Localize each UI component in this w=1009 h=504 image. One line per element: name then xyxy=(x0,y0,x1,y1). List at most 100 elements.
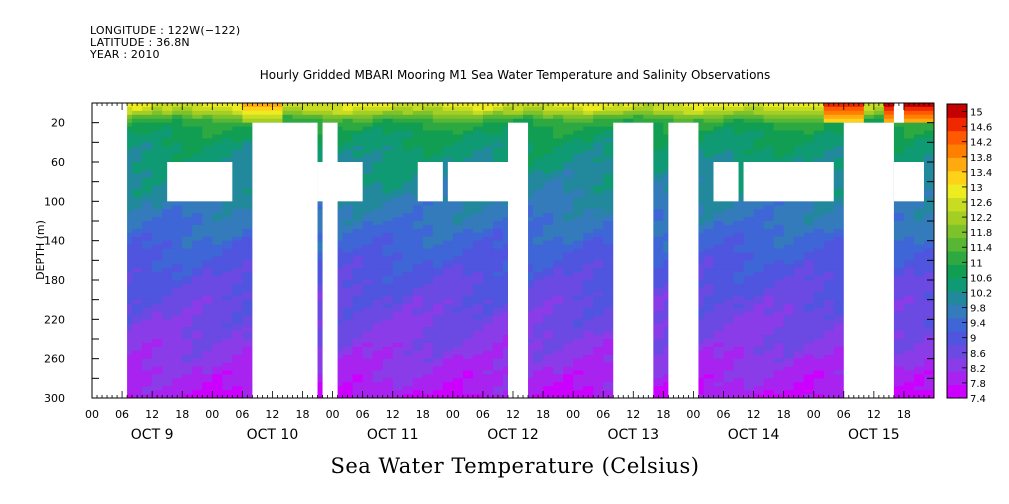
field-cell xyxy=(913,256,925,261)
field-cell xyxy=(302,106,314,112)
field-cell xyxy=(372,173,384,179)
field-cell xyxy=(472,224,484,230)
field-cell xyxy=(142,106,153,112)
field-cell xyxy=(923,224,934,230)
field-cell xyxy=(723,134,735,139)
field-cell xyxy=(222,221,233,226)
field-cell xyxy=(713,126,725,132)
field-cell xyxy=(362,319,374,324)
field-cell xyxy=(492,126,504,132)
field-cell xyxy=(593,213,604,218)
field-cell xyxy=(723,201,735,206)
field-cell xyxy=(903,158,915,163)
field-cell xyxy=(362,232,374,238)
field-cell xyxy=(172,205,183,210)
field-cell xyxy=(593,295,604,301)
field-cell xyxy=(543,236,554,242)
field-cell xyxy=(713,283,725,289)
field-cell xyxy=(703,232,715,238)
field-cell xyxy=(643,114,654,120)
field-cell xyxy=(743,118,755,124)
field-cell xyxy=(352,311,364,316)
field-cell xyxy=(482,276,494,281)
field-cell xyxy=(763,130,775,136)
field-cell xyxy=(523,252,534,257)
field-cell xyxy=(422,106,434,112)
field-cell xyxy=(482,158,494,163)
field-cell xyxy=(152,303,163,309)
field-cell xyxy=(392,209,404,214)
field-cell xyxy=(603,201,614,206)
field-cell xyxy=(793,268,805,273)
field-cell xyxy=(322,114,334,120)
field-cell xyxy=(162,110,173,116)
field-cell xyxy=(402,122,414,128)
field-cell xyxy=(773,283,785,289)
field-cell xyxy=(803,272,815,277)
field-cell xyxy=(603,252,614,257)
field-cell xyxy=(262,114,274,120)
field-cell xyxy=(743,106,755,112)
field-cell xyxy=(232,221,243,226)
field-cell xyxy=(823,319,835,324)
field-cell xyxy=(472,323,484,328)
field-cell xyxy=(372,287,384,293)
field-cell xyxy=(653,232,664,238)
field-cell xyxy=(603,173,614,179)
field-cell xyxy=(893,283,905,289)
field-cell xyxy=(412,205,424,210)
field-cell xyxy=(312,276,324,281)
field-cell xyxy=(803,280,815,285)
field-cell xyxy=(603,130,614,136)
field-cell xyxy=(553,217,564,222)
field-cell xyxy=(402,118,414,124)
field-cell xyxy=(312,209,324,214)
field-cell xyxy=(202,335,213,340)
field-cell xyxy=(192,134,203,139)
field-cell xyxy=(192,272,203,277)
field-cell xyxy=(152,217,163,222)
field-cell xyxy=(743,130,755,136)
field-cell xyxy=(122,181,133,187)
field-cell xyxy=(543,295,554,301)
field-cell xyxy=(162,248,173,254)
field-cell xyxy=(733,256,745,261)
field-cell xyxy=(432,201,444,206)
field-cell xyxy=(693,213,705,218)
field-cell xyxy=(352,323,364,328)
field-cell xyxy=(202,134,213,139)
field-cell xyxy=(432,232,444,238)
field-cell xyxy=(763,311,775,316)
field-cell xyxy=(142,311,153,316)
field-cell xyxy=(332,319,344,324)
field-cell xyxy=(362,335,374,340)
field-cell xyxy=(212,256,223,261)
field-cell xyxy=(733,146,745,151)
field-cell xyxy=(242,138,253,143)
field-cell xyxy=(733,307,745,313)
field-cell xyxy=(893,158,905,163)
field-cell xyxy=(372,224,384,230)
field-cell xyxy=(342,252,354,257)
field-cell xyxy=(462,201,474,206)
field-cell xyxy=(783,264,795,269)
field-cell xyxy=(412,327,424,332)
field-cell xyxy=(883,106,895,112)
field-cell xyxy=(442,331,454,336)
field-cell xyxy=(543,287,554,293)
field-cell xyxy=(653,106,664,112)
field-cell xyxy=(793,205,805,210)
field-cell xyxy=(923,205,934,210)
field-cell xyxy=(362,201,374,206)
field-cell xyxy=(593,303,604,309)
field-cell xyxy=(693,244,705,250)
field-cell xyxy=(803,283,815,289)
field-cell xyxy=(733,173,745,179)
field-cell xyxy=(222,158,233,163)
field-cell xyxy=(332,291,344,297)
field-cell xyxy=(743,126,755,132)
field-cell xyxy=(392,150,404,155)
field-cell xyxy=(823,240,835,246)
field-cell xyxy=(803,158,815,163)
field-cell xyxy=(332,142,344,147)
